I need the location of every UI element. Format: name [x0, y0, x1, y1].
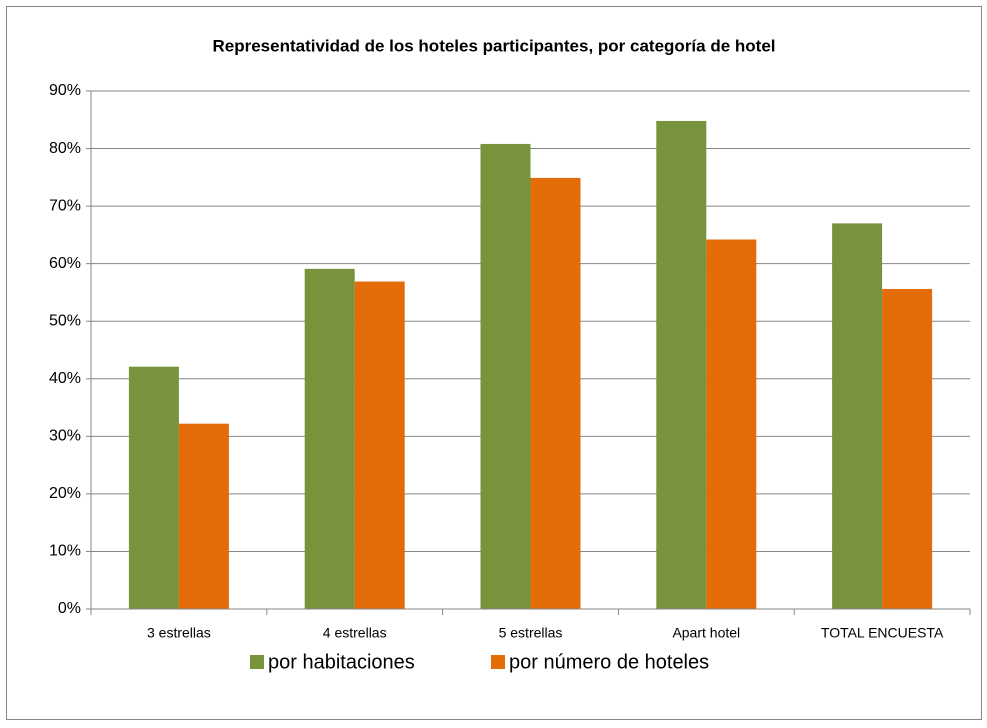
y-tick-label: 10% — [49, 543, 81, 560]
x-tick-label: 5 estrellas — [499, 625, 563, 641]
y-tick-label: 90% — [49, 82, 81, 99]
legend-swatch — [250, 655, 264, 669]
bar — [832, 223, 883, 609]
y-tick-label: 40% — [49, 370, 81, 387]
bar — [656, 120, 707, 609]
bar — [480, 143, 531, 609]
chart-title: Representatividad de los hoteles partici… — [212, 36, 775, 55]
y-tick-label: 50% — [49, 312, 81, 329]
legend-label: por número de hoteles — [509, 651, 709, 673]
bar — [178, 423, 229, 609]
x-tick-label: Apart hotel — [672, 625, 740, 641]
y-tick-label: 70% — [49, 197, 81, 214]
legend-label: por habitaciones — [268, 651, 415, 673]
bar — [882, 288, 933, 609]
bar — [128, 366, 179, 609]
y-tick-label: 60% — [49, 255, 81, 272]
bar — [530, 177, 581, 610]
legend-swatch — [491, 655, 505, 669]
x-tick-label: 4 estrellas — [323, 625, 387, 641]
bar — [706, 239, 757, 609]
x-tick-label: 3 estrellas — [147, 625, 211, 641]
x-tick-label: TOTAL ENCUESTA — [821, 625, 944, 641]
y-tick-label: 30% — [49, 428, 81, 445]
y-tick-label: 0% — [58, 600, 81, 617]
bar — [354, 281, 405, 609]
bar — [304, 268, 355, 609]
y-tick-label: 20% — [49, 485, 81, 502]
y-tick-label: 80% — [49, 140, 81, 157]
